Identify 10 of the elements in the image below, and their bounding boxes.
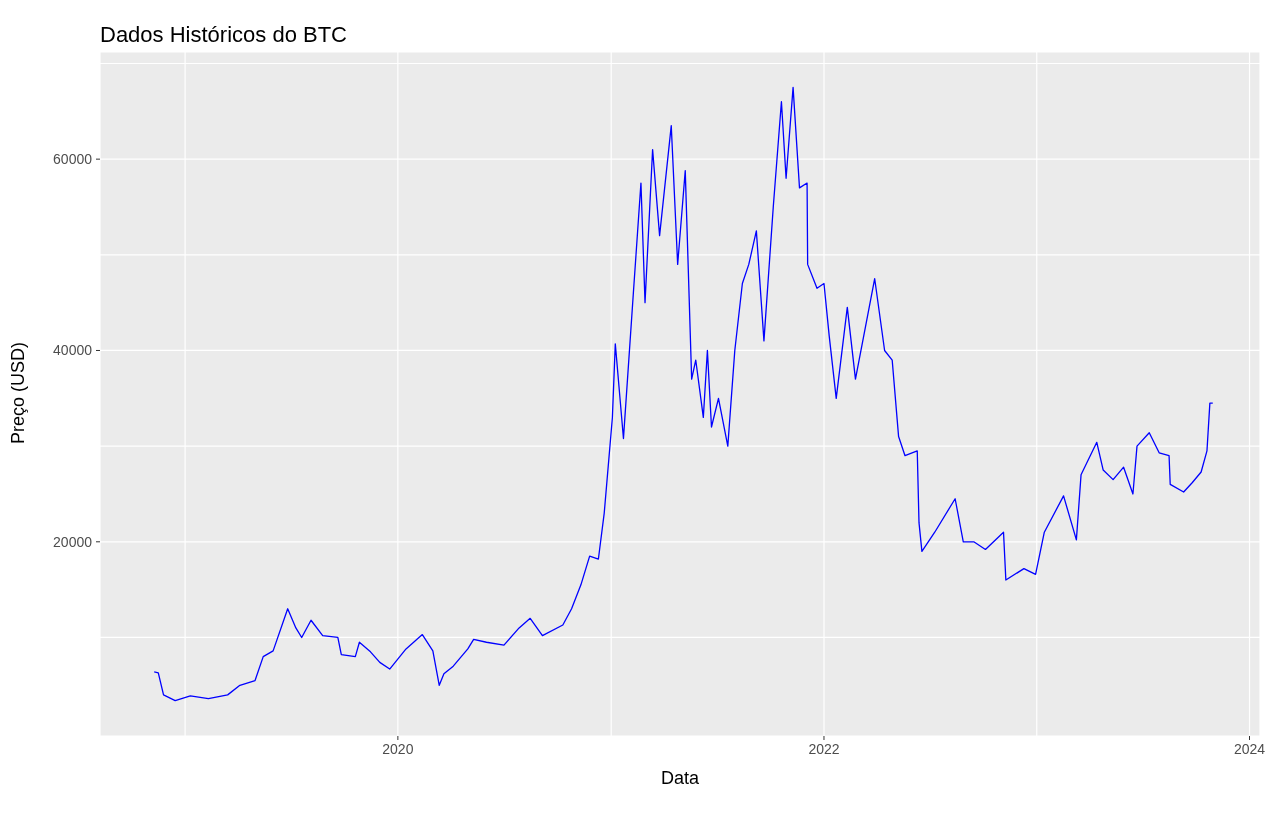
x-axis-title: Data [660,768,700,788]
y-tick-label: 20000 [53,533,93,550]
y-tick-label: 60000 [53,151,93,168]
x-tick-label: 2024 [1233,741,1266,757]
x-tick-label: 2022 [808,741,840,757]
y-tick-label: 40000 [53,342,93,359]
line-series [153,86,1214,702]
x-tick-label: 2020 [382,741,414,757]
y-axis-title: Preço (USD) [8,341,29,444]
chart-title: Dados Históricos do BTC [100,22,347,48]
